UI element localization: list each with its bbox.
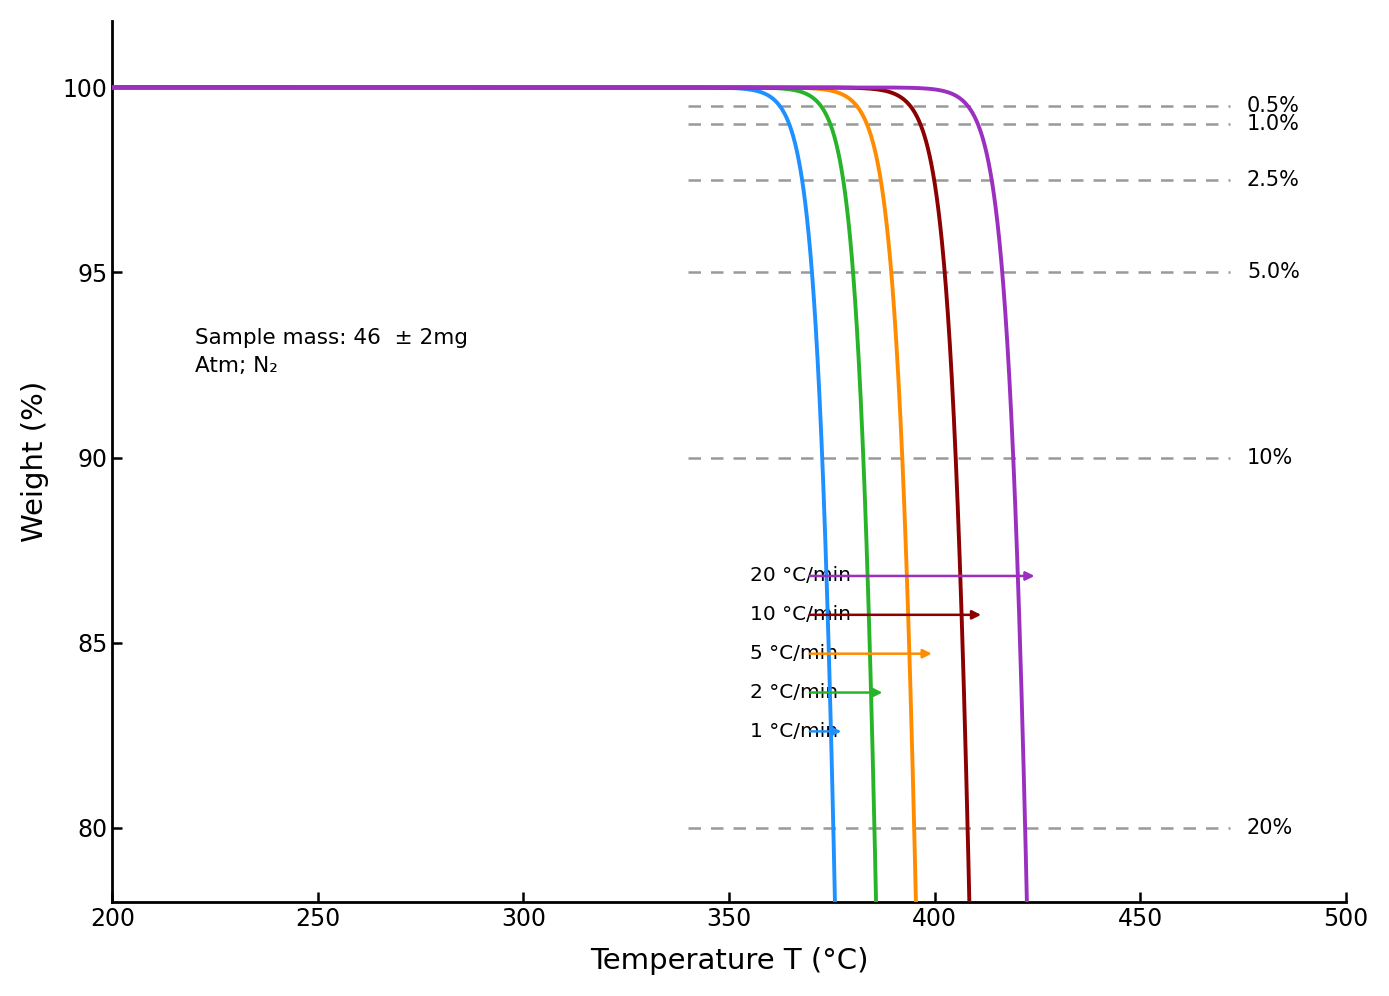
Y-axis label: Weight (%): Weight (%) xyxy=(21,380,49,542)
Text: 20%: 20% xyxy=(1247,818,1293,838)
Text: 20 °C/min: 20 °C/min xyxy=(750,567,850,586)
Text: 2.5%: 2.5% xyxy=(1247,170,1300,190)
Text: 2 °C/min: 2 °C/min xyxy=(750,683,838,702)
Text: 5 °C/min: 5 °C/min xyxy=(750,644,838,663)
Text: 5.0%: 5.0% xyxy=(1247,263,1300,283)
Text: 0.5%: 0.5% xyxy=(1247,96,1300,116)
Text: Sample mass: 46  ± 2mg
Atm; N₂: Sample mass: 46 ± 2mg Atm; N₂ xyxy=(194,328,468,376)
Text: 1.0%: 1.0% xyxy=(1247,115,1300,134)
Text: 10 °C/min: 10 °C/min xyxy=(750,606,850,624)
X-axis label: Temperature Τ (°C): Temperature Τ (°C) xyxy=(590,947,868,975)
Text: 1 °C/min: 1 °C/min xyxy=(750,722,838,741)
Text: 10%: 10% xyxy=(1247,447,1293,467)
